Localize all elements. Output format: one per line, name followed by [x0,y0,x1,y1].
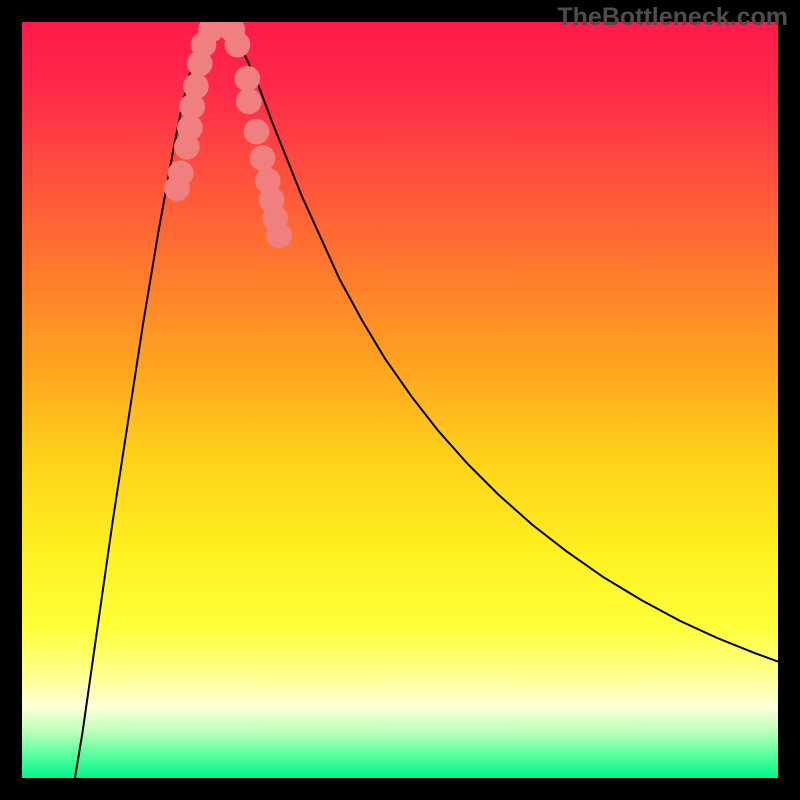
marker-dot [236,89,262,115]
watermark-text: TheBottleneck.com [557,3,788,32]
marker-dot [168,160,194,186]
marker-dot [234,66,260,92]
plot-area [22,22,778,778]
marker-group [164,22,292,248]
chart-frame: TheBottleneck.com [0,0,800,800]
marker-dot [225,32,251,58]
bottleneck-curve-layer [22,22,778,778]
marker-dot [266,222,292,248]
marker-dot [250,145,276,171]
marker-dot [244,119,270,145]
marker-dot [183,73,209,99]
